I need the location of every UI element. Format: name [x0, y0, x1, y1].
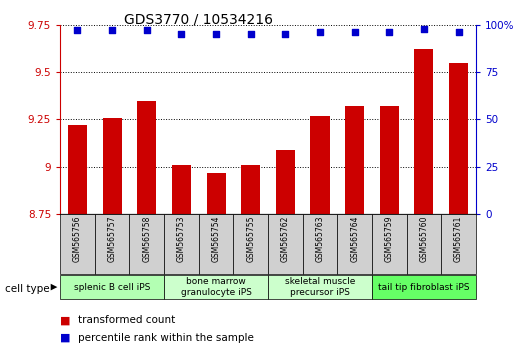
- Bar: [95, 214, 129, 274]
- Point: [420, 26, 428, 32]
- Text: GSM565760: GSM565760: [419, 216, 428, 262]
- Point: [246, 32, 255, 37]
- Bar: [337, 214, 372, 274]
- Bar: [129, 214, 164, 274]
- Bar: [407, 214, 441, 274]
- Bar: [137, 101, 156, 214]
- Bar: [241, 165, 260, 214]
- Bar: [103, 118, 122, 214]
- Bar: [372, 275, 476, 299]
- Text: ■: ■: [60, 333, 71, 343]
- Text: GSM565762: GSM565762: [281, 216, 290, 262]
- Bar: [276, 150, 295, 214]
- Text: transformed count: transformed count: [78, 315, 176, 325]
- Text: GSM565759: GSM565759: [385, 216, 394, 262]
- Text: splenic B cell iPS: splenic B cell iPS: [74, 282, 150, 292]
- Bar: [207, 172, 225, 214]
- Point: [143, 28, 151, 33]
- Bar: [60, 214, 95, 274]
- Bar: [268, 214, 303, 274]
- Point: [212, 32, 220, 37]
- Text: GSM565753: GSM565753: [177, 216, 186, 262]
- Bar: [303, 214, 337, 274]
- Bar: [380, 106, 399, 214]
- Bar: [441, 214, 476, 274]
- Bar: [233, 214, 268, 274]
- Point: [281, 32, 290, 37]
- Text: skeletal muscle
precursor iPS: skeletal muscle precursor iPS: [285, 278, 355, 297]
- Text: percentile rank within the sample: percentile rank within the sample: [78, 333, 254, 343]
- Point: [73, 28, 82, 33]
- Bar: [164, 275, 268, 299]
- Bar: [68, 125, 87, 214]
- Point: [316, 29, 324, 35]
- Bar: [60, 275, 164, 299]
- Bar: [199, 214, 233, 274]
- Bar: [172, 165, 191, 214]
- Bar: [372, 214, 407, 274]
- Text: GSM565757: GSM565757: [108, 216, 117, 262]
- Text: GSM565755: GSM565755: [246, 216, 255, 262]
- Text: GSM565758: GSM565758: [142, 216, 151, 262]
- Text: GDS3770 / 10534216: GDS3770 / 10534216: [124, 12, 273, 27]
- Bar: [164, 214, 199, 274]
- Text: GSM565764: GSM565764: [350, 216, 359, 262]
- Point: [385, 29, 393, 35]
- Text: cell type: cell type: [5, 284, 50, 294]
- Point: [177, 32, 186, 37]
- Text: GSM565761: GSM565761: [454, 216, 463, 262]
- Bar: [268, 275, 372, 299]
- Point: [454, 29, 463, 35]
- Text: GSM565763: GSM565763: [315, 216, 324, 262]
- Bar: [311, 116, 329, 214]
- Bar: [345, 106, 364, 214]
- Text: tail tip fibroblast iPS: tail tip fibroblast iPS: [378, 282, 470, 292]
- Text: bone marrow
granulocyte iPS: bone marrow granulocyte iPS: [180, 278, 252, 297]
- Text: ■: ■: [60, 315, 71, 325]
- Bar: [449, 63, 468, 214]
- Point: [350, 29, 359, 35]
- Text: GSM565754: GSM565754: [212, 216, 221, 262]
- Text: GSM565756: GSM565756: [73, 216, 82, 262]
- Bar: [414, 50, 434, 214]
- Point: [108, 28, 116, 33]
